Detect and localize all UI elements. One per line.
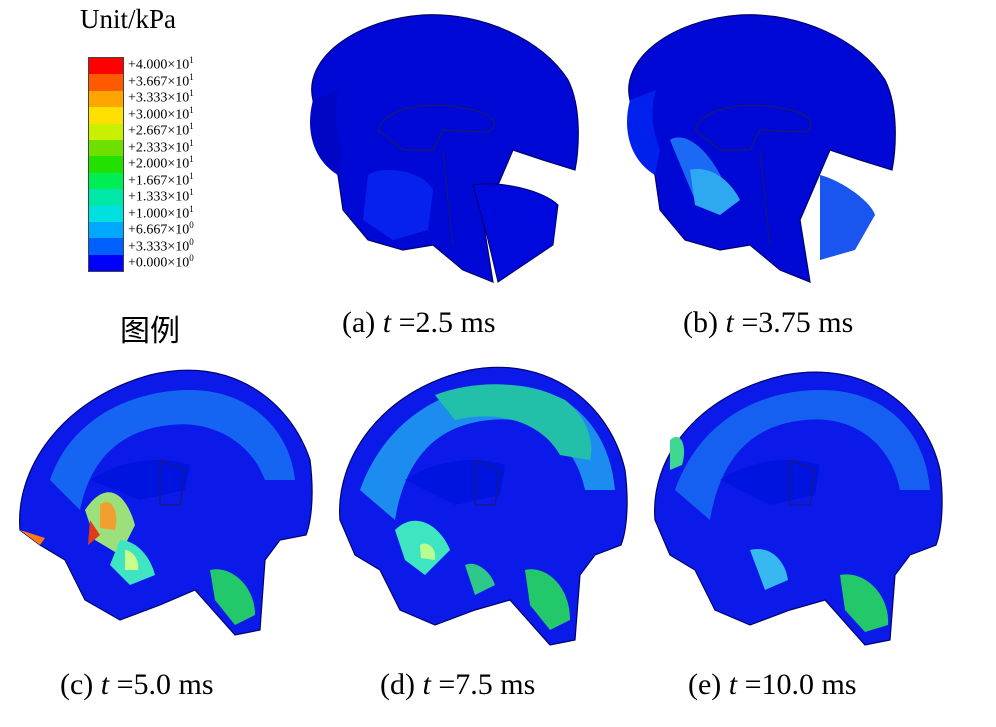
legend-swatch — [89, 238, 123, 255]
legend-swatch — [89, 172, 123, 190]
legend-caption: 图例 — [120, 314, 180, 349]
caption-a: (a) t =2.5 ms — [342, 306, 496, 339]
legend-swatch — [89, 221, 123, 239]
caption-e: (e) t =10.0 ms — [688, 668, 857, 701]
legend-label: +2.000×101 — [128, 154, 194, 172]
caption-b: (b) t =3.75 ms — [683, 306, 854, 339]
legend-label: +3.000×101 — [128, 104, 194, 123]
caption-d: (d) t =7.5 ms — [380, 668, 536, 701]
panel-d-figure — [325, 360, 635, 650]
panel-c-figure — [10, 360, 320, 650]
legend-label: +1.667×101 — [128, 170, 194, 189]
legend-swatch — [89, 74, 123, 91]
legend-swatch — [89, 90, 123, 108]
legend-label: +0.000×100 — [128, 253, 194, 271]
legend-label: +2.333×101 — [128, 137, 194, 156]
legend-label: +3.667×101 — [128, 71, 194, 90]
panel-a-figure — [283, 0, 583, 290]
legend-swatch — [89, 139, 123, 157]
legend-label: +1.333×101 — [128, 187, 194, 205]
legend-label: +4.000×101 — [128, 55, 194, 73]
legend-label: +3.333×101 — [128, 88, 194, 106]
legend-colorbar — [88, 57, 124, 272]
legend-swatch — [89, 189, 123, 206]
panel-b-figure — [600, 0, 900, 290]
legend-swatch — [89, 254, 123, 272]
legend-label: +1.000×101 — [128, 203, 194, 222]
legend-swatch — [89, 107, 123, 124]
legend-swatch — [89, 58, 123, 75]
legend-swatch — [89, 156, 123, 173]
caption-c: (c) t =5.0 ms — [60, 668, 214, 701]
legend-label: +6.667×100 — [128, 220, 194, 238]
legend-label: +3.333×100 — [128, 236, 194, 255]
legend-label: +2.667×101 — [128, 121, 194, 139]
legend-swatch — [89, 123, 123, 140]
legend-swatch — [89, 205, 123, 222]
panel-e-figure — [640, 360, 950, 650]
unit-title: Unit/kPa — [80, 4, 177, 34]
